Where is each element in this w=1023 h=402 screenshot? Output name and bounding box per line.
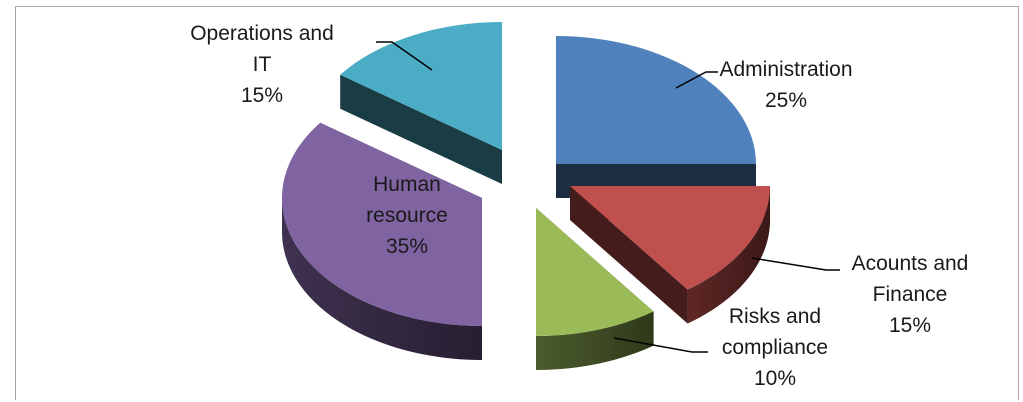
pie-slice-human-resource (281, 122, 482, 360)
leader-lines (376, 41, 840, 353)
slice-top (340, 22, 502, 150)
slice-top (281, 122, 482, 326)
chart-frame (15, 6, 1019, 400)
slice-side-shading (687, 186, 770, 324)
slice-side-shading (536, 311, 654, 370)
pie-slice-risks-and-compliance (536, 208, 654, 370)
leader-line (613, 337, 708, 353)
slice-top (570, 186, 770, 290)
slice-label: Risks and compliance 10% (722, 305, 828, 390)
slice-wall (340, 74, 502, 184)
slice-label: Acounts and Finance 15% (852, 252, 969, 337)
slice-wall (570, 186, 688, 324)
pie-slice-acounts-and-finance (570, 186, 770, 324)
slice-label: Operations and IT 15% (190, 22, 334, 107)
slice-label: Administration 25% (719, 58, 852, 112)
pie-slices (281, 22, 770, 370)
slice-labels: Administration 25% Acounts and Finance 15% Ri… (190, 22, 968, 390)
leader-line (751, 257, 840, 271)
leader-line (675, 71, 718, 89)
slice-side-shading (282, 197, 482, 360)
slice-top (556, 36, 756, 164)
slice-top (536, 208, 654, 336)
pie-slice-operations-and-it (340, 22, 502, 184)
leader-line (376, 41, 433, 71)
slice-label: Human resource 35% (366, 173, 448, 258)
